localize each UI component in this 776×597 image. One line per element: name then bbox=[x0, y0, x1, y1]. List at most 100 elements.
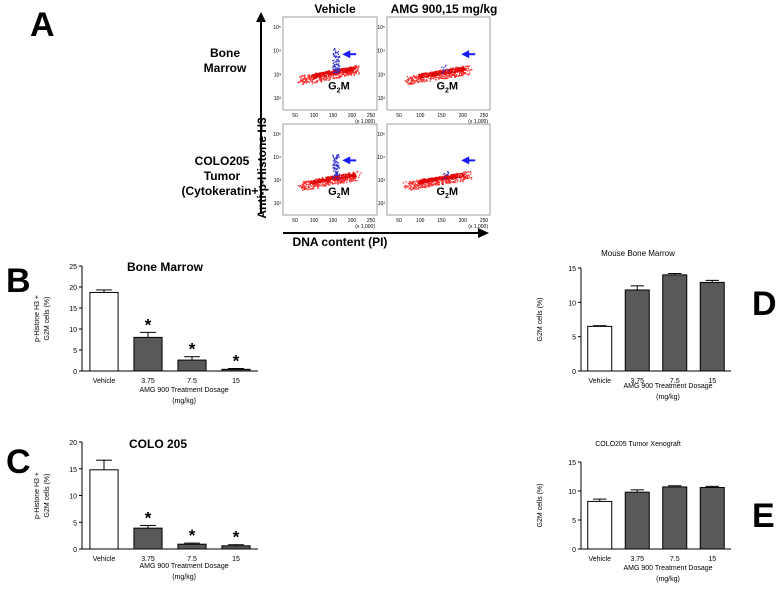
flow-x-tick-unit: (x 1,000) bbox=[468, 224, 488, 230]
y-axis-label: G2M cells (%) bbox=[537, 298, 544, 342]
row-label-bone-1: Bone bbox=[210, 46, 240, 60]
x-tick-label: 3.75 bbox=[630, 378, 644, 385]
x-tick-label: Vehicle bbox=[93, 378, 116, 385]
x-tick-label: 3.75 bbox=[141, 378, 155, 385]
flow-y-tick: 10² bbox=[378, 96, 386, 102]
flow-x-tick: 50 bbox=[292, 218, 298, 224]
panel-letter-b: B bbox=[6, 262, 31, 300]
significance-star: * bbox=[189, 526, 196, 545]
row-label-bone-2: Marrow bbox=[204, 61, 247, 75]
x-tick-label: 15 bbox=[708, 378, 716, 385]
flow-y-tick: 10³ bbox=[274, 72, 282, 78]
g1-population-dots bbox=[297, 170, 362, 191]
g2m-population-dots bbox=[332, 47, 341, 74]
y-tick-label: 15 bbox=[568, 460, 576, 467]
flow-y-tick: 10⁴ bbox=[273, 155, 281, 161]
col-title-amg: AMG 900,15 mg/kg bbox=[391, 2, 498, 16]
y-tick-label: 0 bbox=[73, 369, 77, 376]
y-tick-label: 25 bbox=[69, 264, 77, 271]
g2m-arrow-icon bbox=[342, 156, 351, 165]
flow-bone-vehicle: 10⁵ 10⁴ 10³ 10² 50 100 150 200 250(x 1,000) G2M bbox=[273, 16, 378, 125]
y-tick-label: 20 bbox=[69, 440, 77, 447]
y-tick-label: 10 bbox=[69, 327, 77, 334]
y-axis-label: G2M cells (%) bbox=[44, 297, 51, 341]
y-axis-title: Anti-p-Histone H3 bbox=[255, 117, 269, 219]
g2m-arrow-icon bbox=[342, 50, 351, 59]
y-tick-label: 5 bbox=[73, 520, 77, 527]
g2m-arrow-icon bbox=[461, 50, 470, 59]
flow-colo-vehicle: 10⁵ 10⁴ 10³ 10² 50 100 150 200 250(x 1,000) G2M bbox=[273, 123, 378, 230]
x-tick-label: 3.75 bbox=[141, 556, 155, 563]
flow-x-tick: 100 bbox=[310, 113, 319, 119]
y-tick-label: 10 bbox=[568, 300, 576, 307]
flow-y-tick: 10³ bbox=[378, 178, 386, 184]
flow-x-tick: 150 bbox=[437, 218, 446, 224]
flow-y-tick: 10⁴ bbox=[377, 49, 385, 55]
chart-title: COLO 205 bbox=[129, 437, 187, 451]
flow-x-tick: 100 bbox=[416, 218, 425, 224]
chart-d: D Mouse Bone Marrow 0 5 10 15 G2M cells (%) Veh… bbox=[537, 249, 776, 401]
flow-bone-amg: 10⁵ 10⁴ 10³ 10² 50 100 150 200 250(x 1,000) G2M bbox=[377, 16, 491, 125]
chart-title: Bone Marrow bbox=[127, 260, 204, 274]
flow-x-tick-unit: (x 1,000) bbox=[355, 224, 375, 230]
bar bbox=[699, 281, 725, 372]
y-axis-label: G2M cells (%) bbox=[44, 474, 51, 518]
bar bbox=[662, 486, 688, 550]
flow-x-tick-unit: (x 1,000) bbox=[355, 119, 375, 125]
g2m-population-dots bbox=[332, 154, 341, 180]
significance-star: * bbox=[145, 315, 152, 334]
g2m-gate-label: G2M bbox=[436, 186, 458, 200]
flow-x-tick: 200 bbox=[348, 218, 357, 224]
flow-y-tick: 10² bbox=[378, 201, 386, 207]
panel-letter-c: C bbox=[6, 443, 31, 481]
bar bbox=[624, 289, 650, 372]
y-tick-label: 15 bbox=[69, 467, 77, 474]
flow-x-tick: 250 bbox=[367, 113, 376, 119]
y-tick-label: 15 bbox=[568, 266, 576, 273]
y-tick-label: 5 bbox=[572, 335, 576, 342]
flow-y-tick: 10⁴ bbox=[377, 155, 385, 161]
col-title-vehicle: Vehicle bbox=[314, 2, 356, 16]
panel-letter-d: D bbox=[752, 285, 776, 323]
y-tick-label: 0 bbox=[73, 547, 77, 554]
flow-y-tick: 10³ bbox=[378, 72, 386, 78]
flow-colo-amg: 10⁵ 10⁴ 10³ 10² 50 100 150 200 250(x 1,000) G2M bbox=[377, 123, 491, 230]
flow-plot-frame bbox=[386, 123, 491, 216]
flow-x-tick: 200 bbox=[348, 113, 357, 119]
flow-y-tick: 10⁴ bbox=[273, 49, 281, 55]
chart-e: E COLO205 Tumor Xenograft 0 5 10 15 G2M cells … bbox=[537, 441, 775, 583]
bar bbox=[624, 491, 650, 550]
x-tick-label: Vehicle bbox=[588, 556, 611, 563]
flow-x-tick: 200 bbox=[459, 113, 468, 119]
g1-population-dots bbox=[404, 65, 473, 85]
g2m-population-dots bbox=[441, 64, 449, 74]
flow-plot-frame bbox=[386, 16, 491, 111]
x-tick-label: 3.75 bbox=[630, 556, 644, 563]
flow-x-tick: 50 bbox=[396, 218, 402, 224]
significance-star: * bbox=[145, 508, 152, 527]
y-tick-label: 0 bbox=[572, 369, 576, 376]
x-tick-label: 15 bbox=[232, 378, 240, 385]
x-tick-label: 15 bbox=[708, 556, 716, 563]
flow-plot-frame bbox=[282, 16, 378, 111]
significance-star: * bbox=[233, 351, 240, 370]
flow-x-tick: 250 bbox=[367, 218, 376, 224]
x-axis-label: (mg/kg) bbox=[172, 398, 196, 405]
bar bbox=[133, 527, 163, 550]
x-axis-title: DNA content (PI) bbox=[293, 235, 388, 249]
bar bbox=[89, 469, 119, 550]
x-axis-label: (mg/kg) bbox=[656, 394, 680, 401]
y-tick-label: 10 bbox=[568, 489, 576, 496]
y-tick-label: 5 bbox=[73, 348, 77, 355]
g2m-population-dots bbox=[442, 170, 450, 180]
x-axis-label: (mg/kg) bbox=[656, 576, 680, 583]
flow-y-tick: 10⁵ bbox=[377, 25, 385, 31]
y-tick-label: 5 bbox=[572, 518, 576, 525]
x-axis-label: AMG 900 Treatment Dosage bbox=[140, 387, 229, 394]
panel-letter-a: A bbox=[30, 6, 55, 44]
bar bbox=[89, 291, 119, 372]
x-tick-label: 7.5 bbox=[670, 378, 680, 385]
